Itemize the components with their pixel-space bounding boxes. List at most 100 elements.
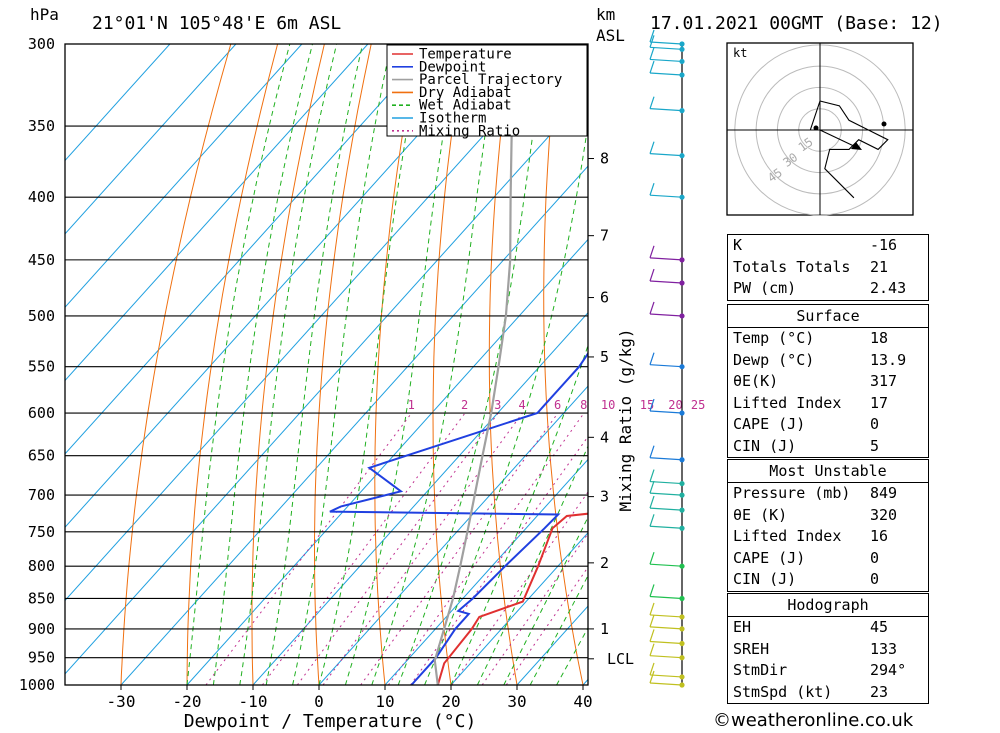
index-value: 16 (870, 527, 889, 545)
index-label: θE (K) (733, 505, 788, 524)
mixing-ratio-line (451, 491, 588, 685)
background-lines (65, 44, 1000, 685)
temperature-tick-label: 30 (507, 692, 526, 711)
wind-barb (649, 682, 683, 686)
index-row: Dewp (°C) 13.9 (728, 350, 928, 372)
wind-dot (679, 153, 685, 159)
wind-barb (649, 72, 683, 76)
isotherm-line (318, 385, 588, 685)
index-row: EH 45 (728, 617, 928, 639)
storm-motion-vector (819, 129, 859, 149)
index-label: SREH (733, 639, 770, 658)
index-row: Lifted Index 16 (728, 526, 928, 548)
wind-barb-flag (649, 495, 655, 509)
wet-adiabat-line (292, 44, 392, 685)
isotherm-line (65, 44, 171, 162)
isotherm-line (252, 312, 588, 685)
legend-entry: Wet Adiabat (419, 98, 512, 114)
wind-dot (679, 595, 685, 602)
wind-dot (679, 257, 685, 263)
mixing-ratio-line (387, 412, 585, 685)
wind-barb-flag (649, 552, 655, 565)
wind-barb-flag (649, 445, 655, 458)
header: hPa 21°01'N 105°48'E 6m ASL km ASL 17.01… (30, 5, 943, 45)
wind-barb (649, 280, 683, 284)
pressure-tick-label: 300 (28, 35, 55, 53)
pressure-tick-label: 850 (28, 589, 55, 607)
wind-barb (649, 457, 683, 461)
index-value: -16 (870, 236, 898, 254)
mixing-ratio-label: 8 (580, 398, 587, 412)
dry-adiabat-line (980, 44, 1000, 685)
index-row: CAPE (J) 0 (728, 414, 928, 436)
index-label: Temp (°C) (733, 329, 815, 347)
hodograph-top-dot (881, 121, 887, 127)
index-value: 45 (870, 618, 889, 636)
temperature-tick-label: 10 (375, 692, 394, 711)
wind-barb-flag (649, 141, 655, 154)
dry-adiabat-line (374, 44, 419, 685)
wind-dot (679, 72, 685, 78)
index-row: CIN (J) 0 (728, 569, 928, 591)
wind-barb-flag (649, 29, 655, 43)
wind-dot (679, 280, 685, 286)
section-title: Hodograph (728, 594, 928, 617)
index-row: StmSpd (kt) 23 (728, 682, 928, 704)
mixing-ratio-label: 6 (554, 398, 561, 412)
index-row: Lifted Index 17 (728, 393, 928, 415)
wind-barb-flag (649, 47, 655, 60)
wet-adiabat-line (503, 516, 588, 685)
wind-dot (679, 614, 685, 620)
index-row: Pressure (mb) 849 (728, 483, 928, 505)
hodograph-ring-label: 45 (765, 165, 785, 185)
pressure-tick-label: 950 (28, 649, 55, 667)
wind-barb (649, 563, 683, 567)
index-label: θE(K) (733, 372, 779, 390)
index-label: Totals Totals (733, 257, 851, 276)
height-tick-label: 6 (600, 289, 609, 307)
index-label: K (733, 236, 743, 254)
dry-adiabat-line (543, 44, 584, 685)
wind-barb-flag (649, 398, 655, 412)
most-unstable-box: Most Unstable Pressure (mb) 849 θE (K) 320 Li… (727, 459, 929, 592)
mixing-ratio-label: 3 (494, 398, 501, 412)
legend-entry: Mixing Ratio (419, 123, 520, 139)
pressure-tick-label: 650 (28, 447, 55, 465)
index-label: EH (733, 618, 752, 636)
hodograph-surface-dot (813, 125, 819, 131)
pressure-tick-label: 900 (28, 620, 55, 638)
dry-adiabat-line (120, 44, 232, 685)
temperature-tick-label: -10 (239, 692, 268, 711)
wind-dot (679, 525, 685, 531)
wind-barb (649, 525, 683, 529)
pressure-tick-label: 550 (28, 358, 55, 376)
wind-barb (649, 46, 683, 50)
index-value: 21 (870, 257, 889, 276)
axes: 1 2 3 4 6 8 10 15 20 2530035040045050055060065070… (19, 35, 705, 732)
isotherm-line (65, 44, 303, 308)
wind-barb-flag (649, 60, 655, 74)
height-tick-label: 7 (600, 227, 609, 245)
wind-barb-flag (649, 480, 655, 494)
height-tick-label: 4 (600, 428, 609, 446)
legend-box (386, 44, 588, 137)
wind-barb (649, 674, 683, 678)
hodograph-trace (809, 100, 889, 199)
height-tick-label: 2 (600, 554, 609, 572)
index-value: 5 (870, 436, 880, 455)
index-row: Temp (°C) 18 (728, 328, 928, 350)
isotherm-line (120, 165, 588, 685)
index-value: 133 (870, 639, 898, 658)
datetime-title: 17.01.2021 00GMT (Base: 12) (650, 13, 943, 34)
index-label: Lifted Index (733, 393, 842, 412)
hodograph-ring-label: 30 (780, 150, 800, 170)
index-value: 317 (870, 372, 898, 390)
wind-profile (649, 29, 685, 688)
temperature-tick-label: -30 (107, 692, 136, 711)
index-label: CIN (J) (733, 436, 797, 455)
pressure-tick-label: 350 (28, 117, 55, 135)
dry-adiabat-line (933, 44, 1000, 685)
index-row: SREH 133 (728, 639, 928, 661)
dewpoint-line (329, 351, 588, 685)
